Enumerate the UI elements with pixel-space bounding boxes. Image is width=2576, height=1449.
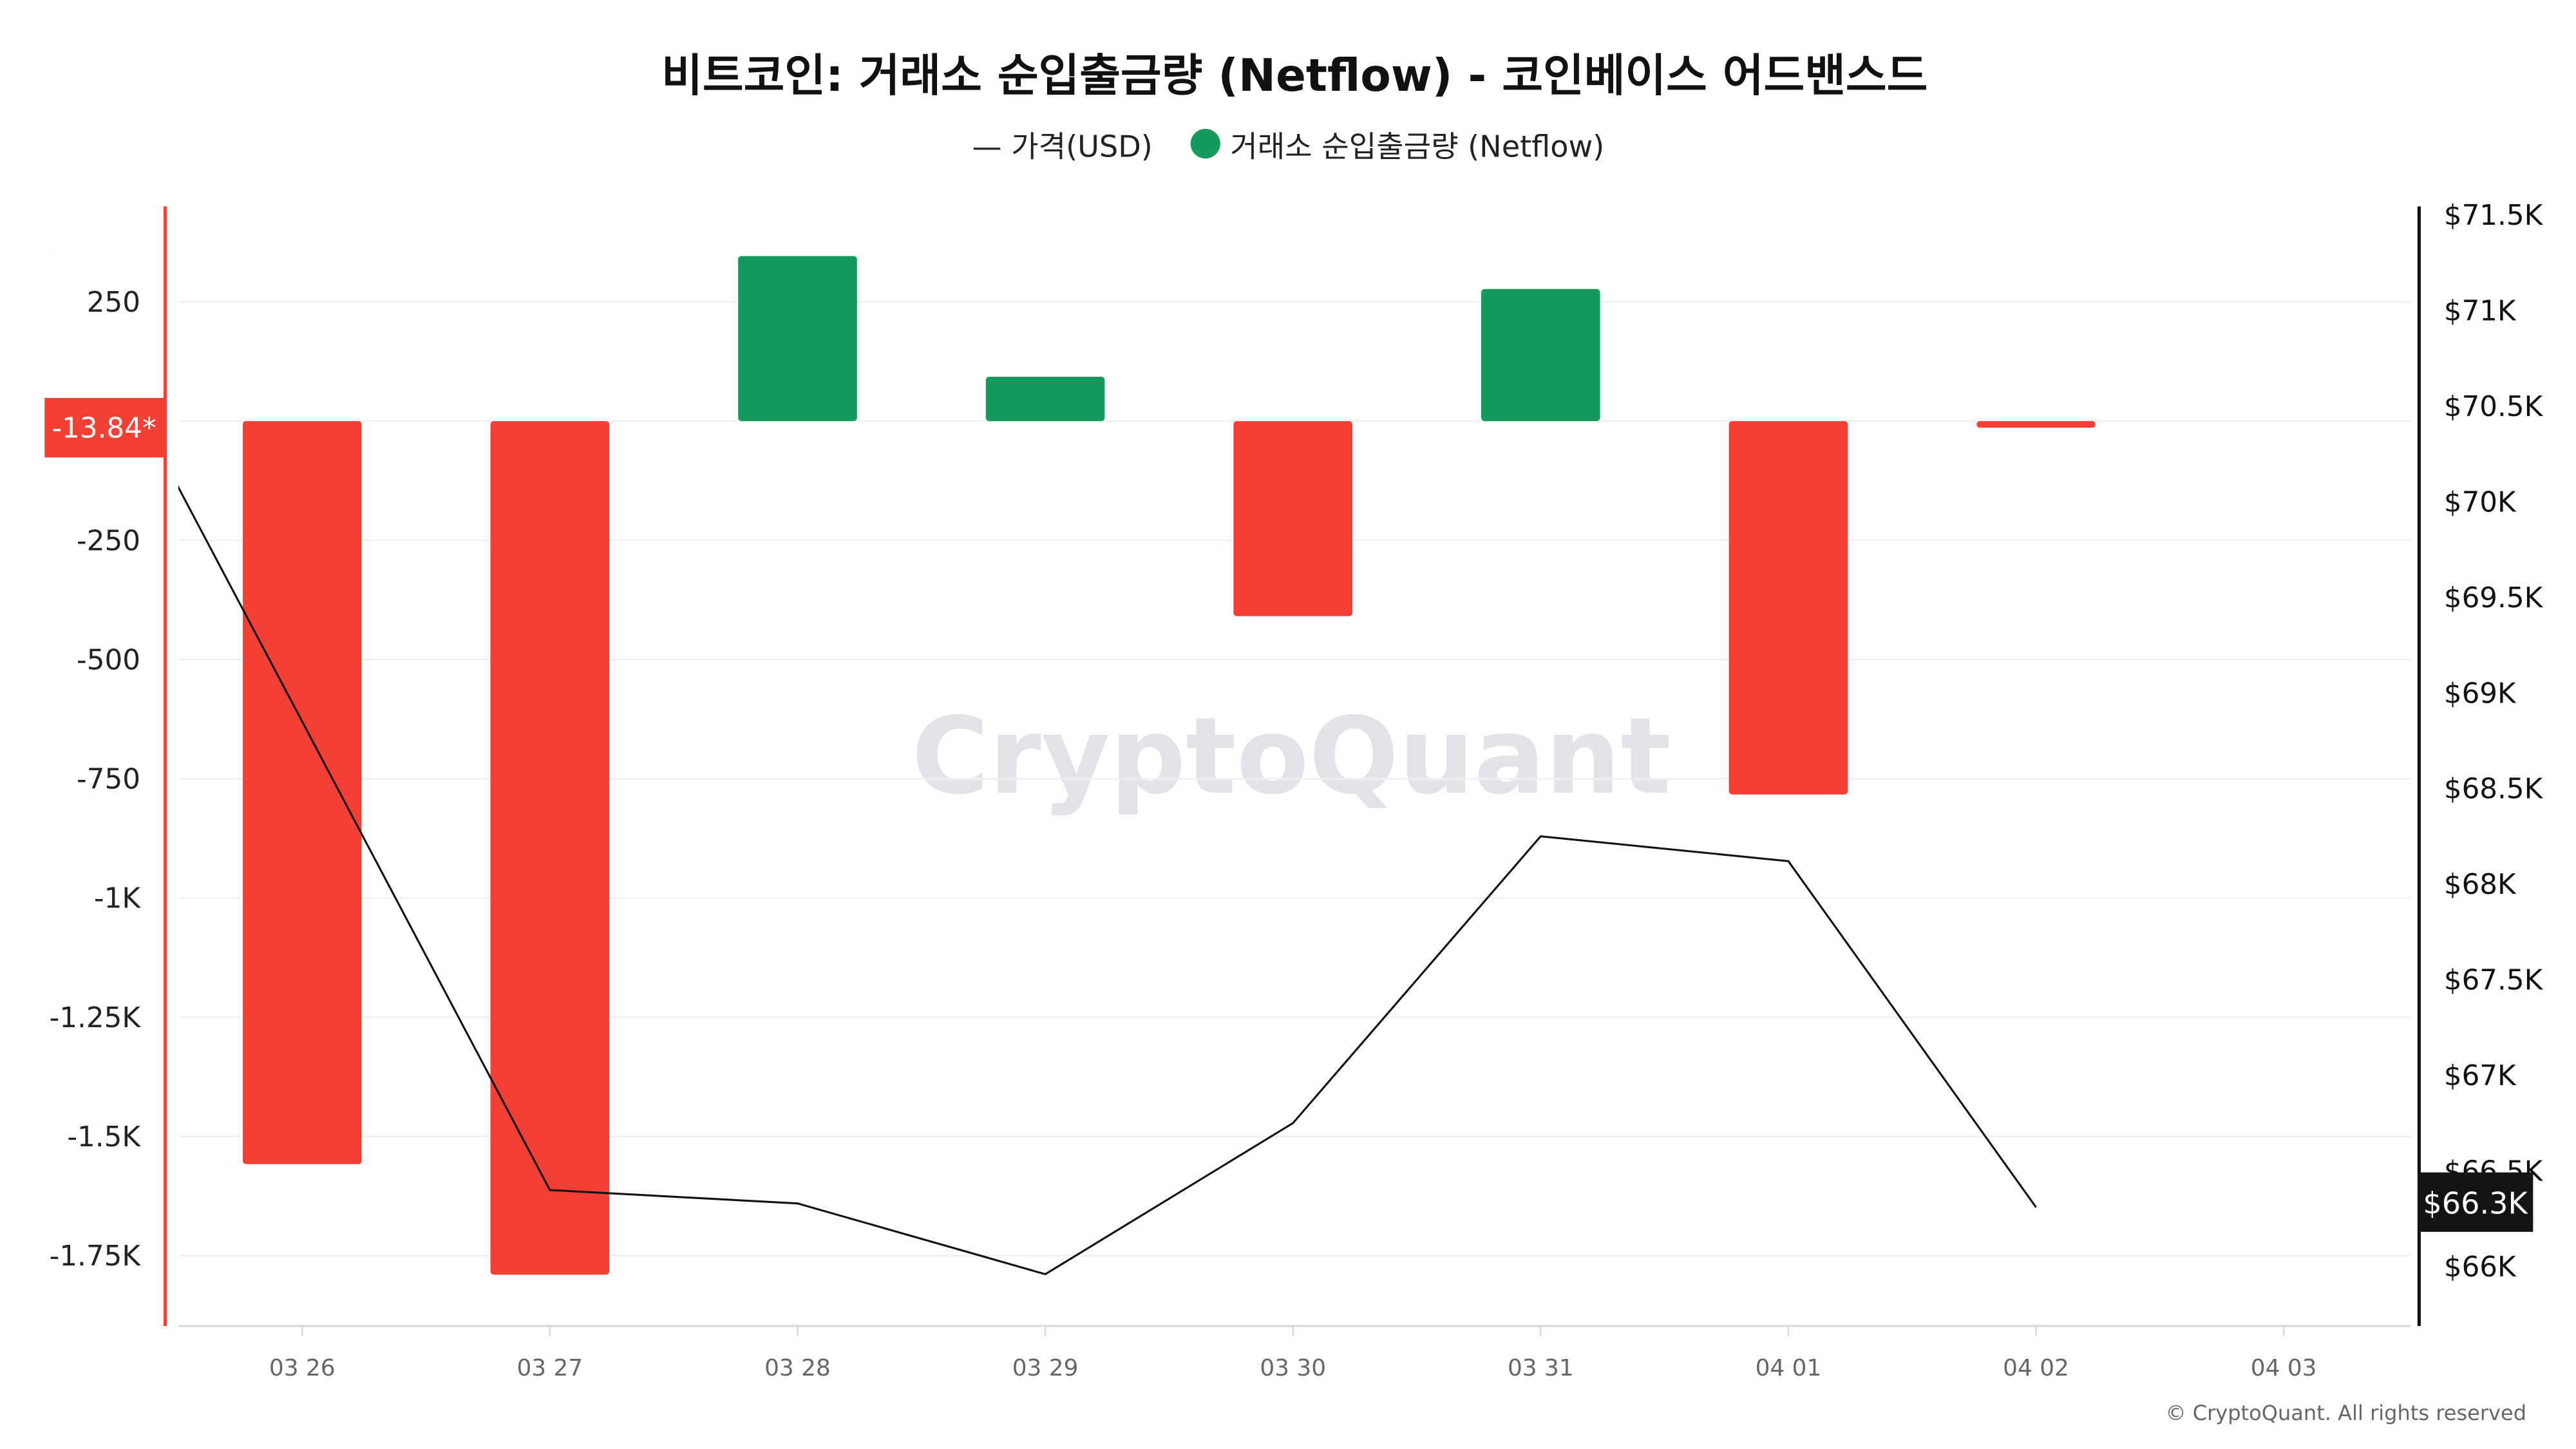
netflow-bar[interactable] xyxy=(985,376,1105,421)
left-tick-label: -1.75K xyxy=(50,1240,142,1273)
right-tick-label: $70K xyxy=(2444,486,2517,518)
left-tick-label: -1.25K xyxy=(50,1002,142,1034)
left-tick-label: -500 xyxy=(77,644,140,676)
legend-netflow[interactable]: 거래소 순입출금량 (Netflow) xyxy=(1230,129,1604,164)
right-tick-label: $67K xyxy=(2444,1060,2517,1092)
right-tick-label: $67.5K xyxy=(2444,965,2544,997)
price-point xyxy=(1788,860,1789,862)
legend: — 가격(USD) 거래소 순입출금량 (Netflow) xyxy=(972,129,1604,164)
right-tick-label: $70.5K xyxy=(2444,391,2544,423)
netflow-bar[interactable] xyxy=(1481,289,1600,421)
x-tick-label: 04 02 xyxy=(2003,1355,2069,1381)
left-tick-label: -250 xyxy=(77,525,140,557)
x-tick-label: 03 31 xyxy=(1508,1355,1574,1381)
right-tick-label: $69K xyxy=(2444,677,2517,710)
price-point xyxy=(797,1203,798,1204)
netflow-bar[interactable] xyxy=(1976,421,2096,428)
right-tick-label: $66K xyxy=(2444,1251,2517,1283)
current-price-badge xyxy=(2419,1172,2533,1232)
right-tick-label: $69.5K xyxy=(2444,582,2544,614)
legend-netflow-marker xyxy=(1190,129,1220,159)
netflow-bar[interactable] xyxy=(1728,421,1848,795)
copyright: © CryptoQuant. All rights reserved xyxy=(2165,1401,2526,1425)
legend-price[interactable]: — 가격(USD) xyxy=(972,129,1152,164)
netflow-bar[interactable] xyxy=(242,421,362,1164)
chart-title: 비트코인: 거래소 순입출금량 (Netflow) - 코인베이스 어드밴스드 xyxy=(661,50,1927,102)
right-tick-label: $68K xyxy=(2444,869,2517,901)
current-netflow-label: -13.84* xyxy=(52,412,156,444)
x-tick-label: 03 30 xyxy=(1260,1355,1326,1381)
x-tick-label: 04 03 xyxy=(2251,1355,2317,1381)
watermark: CryptoQuant xyxy=(911,695,1671,818)
left-tick-label: -1.5K xyxy=(67,1121,141,1153)
x-tick-label: 03 28 xyxy=(764,1355,831,1381)
right-tick-label: $68.5K xyxy=(2444,773,2544,806)
x-tick-label: 03 26 xyxy=(269,1355,336,1381)
right-tick-label: $71K xyxy=(2444,295,2517,327)
left-tick-label: 250 xyxy=(87,287,140,319)
price-point xyxy=(549,1189,551,1191)
price-point xyxy=(1540,836,1541,837)
right-tick-label: $71.5K xyxy=(2444,200,2544,232)
netflow-bar[interactable] xyxy=(738,256,857,421)
x-tick-label: 03 27 xyxy=(516,1355,583,1381)
price-point xyxy=(54,252,55,254)
left-tick-label: -1K xyxy=(94,883,141,915)
current-price-label: $66.3K xyxy=(2423,1186,2528,1221)
netflow-bar[interactable] xyxy=(1233,421,1352,616)
netflow-bar[interactable] xyxy=(490,421,610,1275)
current-netflow-badge xyxy=(44,397,166,458)
left-tick-label: -750 xyxy=(77,764,140,796)
x-tick-label: 03 29 xyxy=(1012,1355,1079,1381)
price-line[interactable] xyxy=(55,253,2037,1276)
x-tick-label: 04 01 xyxy=(1756,1355,1822,1381)
